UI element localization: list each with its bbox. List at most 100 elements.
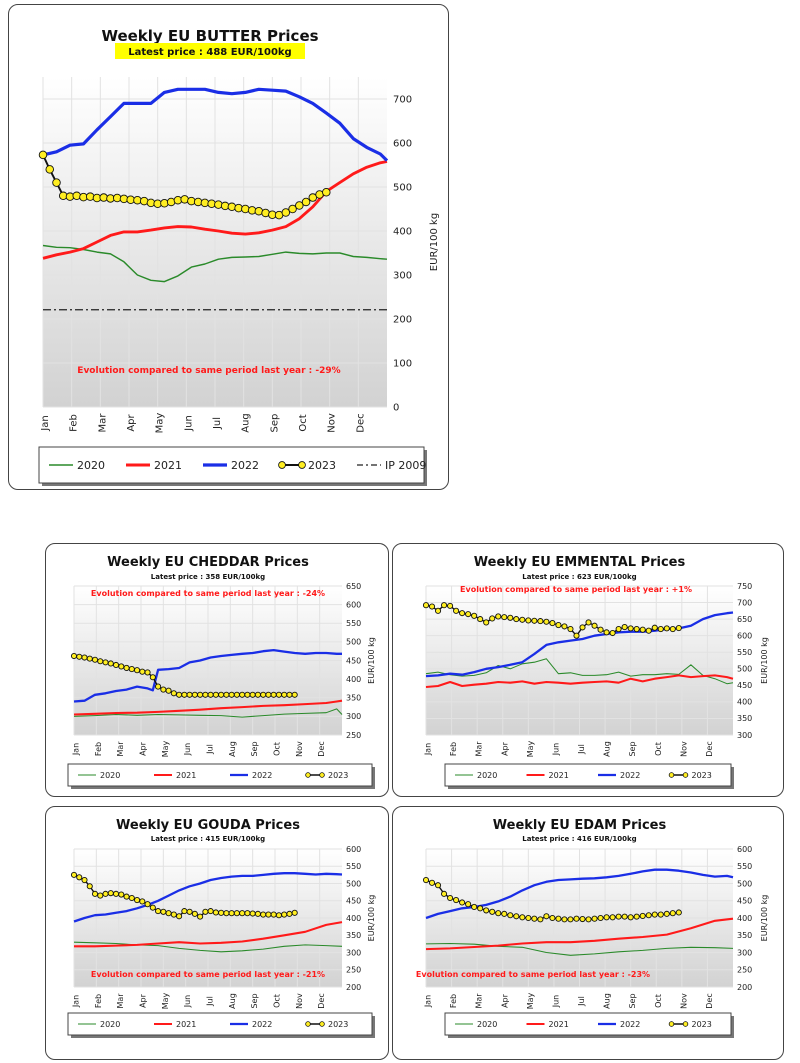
y-tick-label: 500 xyxy=(393,183,412,194)
series-2023-point xyxy=(144,669,151,676)
series-2023-point xyxy=(507,912,514,919)
series-2023-point xyxy=(603,629,610,636)
series-2023-point xyxy=(176,691,183,698)
series-2023-point xyxy=(128,666,135,673)
series-2023-point xyxy=(639,626,646,633)
series-2023-point xyxy=(202,908,209,915)
series-2023-point xyxy=(525,914,532,922)
series-2023-point xyxy=(281,208,291,217)
x-tick-label: Oct xyxy=(273,742,282,756)
legend-label-2023: 2023 xyxy=(328,1020,348,1029)
series-2023-point xyxy=(579,915,586,923)
series-2023-point xyxy=(102,659,109,666)
x-tick-label: Apr xyxy=(139,993,148,1008)
series-2023-point xyxy=(112,661,120,669)
series-2023-point xyxy=(519,616,526,623)
series-2023-point xyxy=(537,916,544,923)
series-2023-point xyxy=(70,652,78,660)
chart-title: Weekly EU CHEDDAR Prices xyxy=(107,555,309,570)
series-2023-point xyxy=(275,912,282,919)
series-2023-point xyxy=(260,691,267,698)
y-tick-label: 500 xyxy=(737,665,752,674)
y-tick-label: 550 xyxy=(737,862,752,871)
series-2023-point xyxy=(301,197,311,207)
series-2023-point xyxy=(483,619,490,626)
series-2023-point xyxy=(207,691,214,698)
x-tick-label: Dec xyxy=(317,993,326,1008)
y-axis-label: EUR/100 kg xyxy=(760,895,769,942)
series-2023-point xyxy=(465,611,472,618)
series-2023-point xyxy=(281,911,288,918)
series-2023-point xyxy=(633,913,640,920)
y-tick-label: 550 xyxy=(346,862,361,871)
y-tick-label: 300 xyxy=(346,948,361,957)
series-2023-point xyxy=(107,660,114,667)
series-2023-point xyxy=(513,616,520,623)
series-2023-point xyxy=(52,178,61,187)
x-tick-label: Aug xyxy=(603,741,612,757)
series-2023-point xyxy=(181,691,188,698)
y-tick-label: 250 xyxy=(346,966,361,975)
x-tick-label: Mar xyxy=(475,741,484,757)
x-tick-label: Nov xyxy=(679,993,688,1009)
y-axis-label: EUR/100 kg xyxy=(367,637,376,684)
series-2023-point xyxy=(223,910,230,917)
series-2023-point xyxy=(72,191,81,201)
series-2023-point xyxy=(507,614,514,621)
series-2023-point xyxy=(573,915,580,922)
series-2020-line xyxy=(73,708,343,718)
series-2023-point xyxy=(176,913,183,920)
x-tick-label: Jan xyxy=(72,743,81,756)
series-2023-point xyxy=(663,625,670,632)
series-2023-point xyxy=(579,624,586,631)
series-2023-point xyxy=(621,913,628,920)
x-tick-label: Jun xyxy=(551,743,560,757)
series-2023-point xyxy=(223,691,230,698)
series-2023-point xyxy=(603,914,610,921)
legend-label-2020: 2020 xyxy=(100,771,120,780)
evolution-note: Evolution compared to same period last y… xyxy=(460,585,692,594)
series-2023-point xyxy=(645,912,652,919)
series-2023-point xyxy=(254,691,261,698)
series-2023-point xyxy=(295,201,304,210)
series-2023-point xyxy=(447,602,454,609)
x-tick-label: Nov xyxy=(295,741,304,757)
series-2023-point xyxy=(567,625,574,633)
x-tick-label: Jan xyxy=(72,995,81,1008)
series-2023-point xyxy=(471,612,478,619)
x-tick-label: May xyxy=(526,992,535,1009)
legend-label-2022: 2022 xyxy=(620,771,640,780)
chart-title: Weekly EU EMMENTAL Prices xyxy=(474,555,686,570)
series-2023-point xyxy=(621,624,628,631)
series-2023-point xyxy=(322,188,331,197)
y-tick-label: 700 xyxy=(737,598,752,607)
series-2023-point xyxy=(525,617,532,624)
legend-label-2020: 2020 xyxy=(100,1020,120,1029)
x-tick-label: Nov xyxy=(295,993,304,1009)
y-tick-label: 700 xyxy=(393,95,412,106)
series-2023-point xyxy=(112,890,120,897)
series-2023-point xyxy=(639,912,646,919)
legend-label-2021: 2021 xyxy=(154,459,182,472)
chart-title: Weekly EU EDAM Prices xyxy=(493,818,667,833)
series-2023-point xyxy=(134,667,141,674)
series-2020-line xyxy=(42,244,388,283)
y-tick-label: 200 xyxy=(346,983,361,992)
series-2023-point xyxy=(428,879,436,886)
series-2023-point xyxy=(567,916,574,923)
series-2023-point xyxy=(633,625,640,633)
y-tick-label: 350 xyxy=(737,931,752,940)
series-2023-point xyxy=(573,632,580,639)
series-2023-point xyxy=(197,913,204,920)
series-2023-point xyxy=(465,901,472,908)
y-tick-label: 400 xyxy=(346,914,361,923)
series-2023-point xyxy=(81,877,88,884)
series-2023-point xyxy=(118,891,125,898)
series-2023-point xyxy=(543,913,550,920)
x-tick-label: Aug xyxy=(603,993,612,1009)
y-tick-label: 650 xyxy=(346,582,361,591)
series-2023-point xyxy=(477,905,484,912)
series-2023-point xyxy=(591,622,598,629)
series-2023-point xyxy=(645,627,652,634)
series-2023-point xyxy=(107,890,114,897)
